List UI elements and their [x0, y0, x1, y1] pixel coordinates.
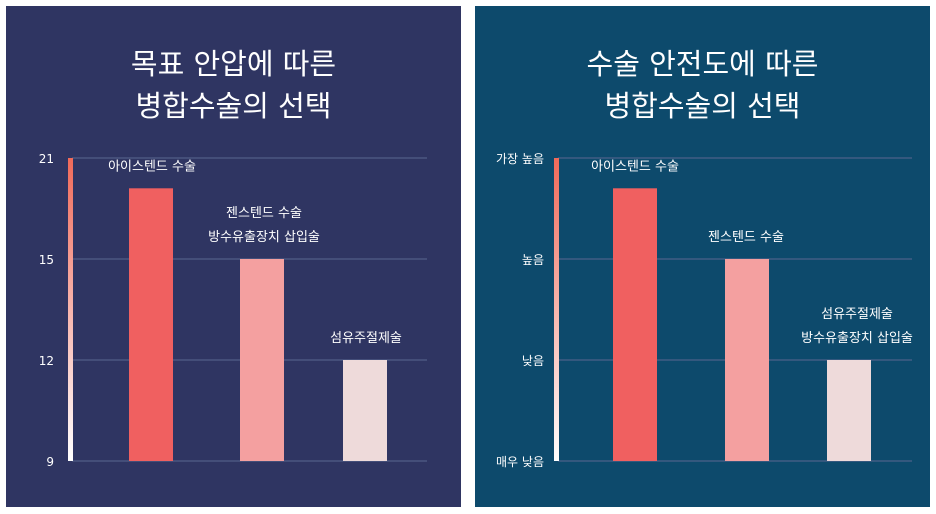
bar: [725, 259, 769, 461]
y-tick-label: 15: [39, 253, 54, 267]
chart-title-line-1: 목표 안압에 따른: [130, 47, 337, 81]
bar: [613, 188, 657, 462]
y-tick-label: 낮음: [522, 354, 544, 368]
y-tick-label: 12: [39, 354, 54, 368]
bar-data-label: 아이스텐드 수술: [108, 159, 196, 174]
y-tick-label: 9: [46, 455, 54, 469]
chart-title-line-2: 병합수술의 선택: [135, 89, 332, 123]
bar: [343, 360, 387, 461]
bar-data-label: 아이스텐드 수술: [591, 159, 679, 174]
bar-data-label: 젠스텐드 수술: [708, 230, 784, 245]
bar-data-label: 섬유주절제술: [330, 331, 402, 346]
chart-title-line-1: 수술 안전도에 따른: [586, 47, 819, 81]
y-tick-label: 매우 낮음: [496, 455, 544, 469]
y-tick-label: 가장 높음: [496, 152, 544, 166]
bar-data-label: 방수유출장치 삽입술: [208, 230, 320, 245]
y-tick-label: 21: [39, 152, 54, 166]
bar: [827, 360, 871, 461]
bar-data-label: 방수유출장치 삽입술: [801, 331, 913, 346]
y-axis-gradient-bar: [68, 158, 73, 461]
bar: [129, 188, 173, 462]
y-axis-gradient-bar: [554, 158, 559, 461]
bar-data-label: 젠스텐드 수술: [226, 206, 302, 221]
y-tick-label: 높음: [522, 253, 544, 267]
bar: [240, 259, 284, 461]
bar-data-label: 섬유주절제술: [821, 307, 893, 322]
chart-title-line-2: 병합수술의 선택: [604, 89, 801, 123]
